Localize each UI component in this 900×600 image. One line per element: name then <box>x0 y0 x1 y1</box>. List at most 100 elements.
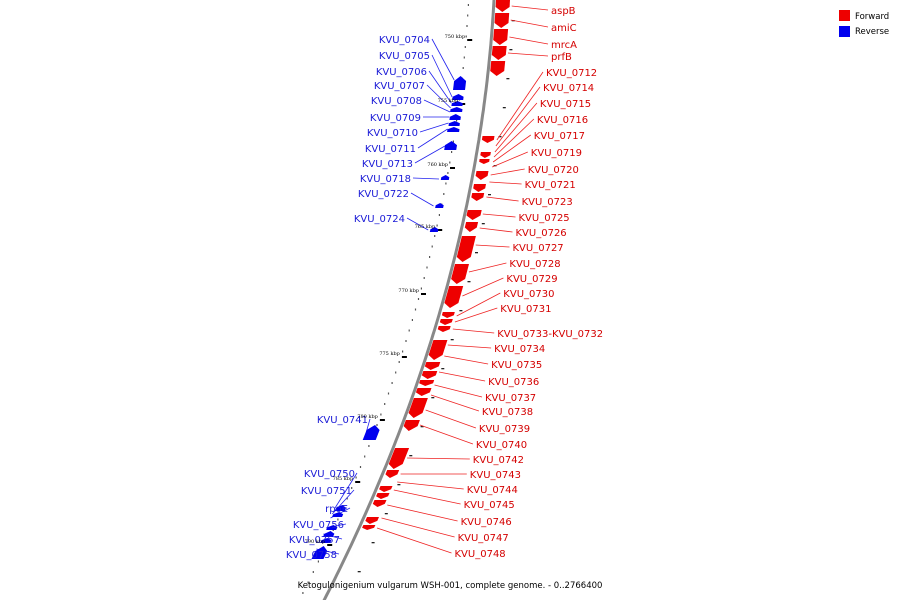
forward-gene-label[interactable]: KVU_0729 <box>506 274 557 285</box>
forward-gene-label[interactable]: KVU_0747 <box>458 533 509 544</box>
forward-gene-arrow[interactable] <box>473 184 486 192</box>
reverse-gene-arrow[interactable] <box>362 425 380 440</box>
forward-gene-label[interactable]: KVU_0734 <box>494 344 545 355</box>
forward-gene-label[interactable]: KVU_0740 <box>476 440 527 451</box>
forward-gene-label[interactable]: KVU_0725 <box>519 213 570 224</box>
forward-gene-arrow[interactable] <box>379 486 393 492</box>
forward-gene-arrow[interactable] <box>466 210 482 220</box>
reverse-gene-arrow[interactable] <box>451 101 463 106</box>
reverse-gene-label[interactable]: rpoE <box>325 504 348 515</box>
reverse-gene-arrow[interactable] <box>322 531 335 537</box>
reverse-gene-arrow[interactable] <box>448 121 460 126</box>
forward-gene-arrow[interactable] <box>490 61 506 76</box>
forward-gene-label[interactable]: KVU_0742 <box>473 455 524 466</box>
forward-gene-arrow[interactable] <box>495 0 510 12</box>
forward-gene-arrow[interactable] <box>464 222 479 232</box>
forward-gene-label[interactable]: KVU_0720 <box>528 165 579 176</box>
reverse-gene-label[interactable]: KVU_0718 <box>360 174 411 185</box>
forward-gene-arrow[interactable] <box>419 380 435 386</box>
reverse-gene-arrow[interactable] <box>450 107 463 112</box>
forward-gene-arrow[interactable] <box>444 286 464 308</box>
forward-gene-label[interactable]: KVU_0744 <box>467 485 518 496</box>
forward-gene-label[interactable]: KVU_0735 <box>491 360 542 371</box>
reverse-gene-label[interactable]: KVU_0708 <box>371 96 422 107</box>
forward-gene-label[interactable]: KVU_0723 <box>522 197 573 208</box>
forward-gene-label[interactable]: KVU_0716 <box>537 115 588 126</box>
forward-gene-arrow[interactable] <box>493 29 509 45</box>
forward-gene-arrow[interactable] <box>365 517 379 524</box>
reverse-gene-label[interactable]: KVU_0750 <box>304 469 355 480</box>
reverse-gene-arrow[interactable] <box>435 203 444 208</box>
forward-gene-arrow[interactable] <box>428 340 448 360</box>
forward-gene-label[interactable]: KVU_0737 <box>485 393 536 404</box>
forward-gene-arrow[interactable] <box>441 312 455 318</box>
forward-gene-arrow[interactable] <box>479 159 490 164</box>
forward-gene-label[interactable]: KVU_0730 <box>503 289 554 300</box>
reverse-gene-arrow[interactable] <box>444 141 457 150</box>
reverse-gene-label[interactable]: KVU_0713 <box>362 159 413 170</box>
forward-gene-label[interactable]: KVU_0745 <box>464 500 515 511</box>
forward-gene-arrow[interactable] <box>475 171 489 180</box>
forward-gene-arrow[interactable] <box>494 13 510 28</box>
forward-gene-arrow[interactable] <box>408 398 428 418</box>
reverse-gene-arrow[interactable] <box>447 127 460 132</box>
reverse-gene-label[interactable]: KVU_0724 <box>354 214 405 225</box>
forward-gene-label[interactable]: KVU_0728 <box>509 259 560 270</box>
reverse-gene-label[interactable]: KVU_0741 <box>317 415 368 426</box>
forward-gene-label[interactable]: KVU_0731 <box>500 304 551 315</box>
reverse-gene-arrow[interactable] <box>332 512 344 517</box>
forward-gene-label[interactable]: KVU_0712 <box>546 68 597 79</box>
forward-gene-label[interactable]: KVU_0746 <box>461 517 512 528</box>
forward-gene-arrow[interactable] <box>362 525 376 530</box>
forward-gene-arrow[interactable] <box>437 326 451 332</box>
reverse-gene-arrow[interactable] <box>453 76 467 90</box>
reverse-gene-arrow[interactable] <box>311 546 328 559</box>
reverse-gene-arrow[interactable] <box>429 227 439 232</box>
forward-gene-label[interactable]: KVU_0736 <box>488 377 539 388</box>
forward-gene-label[interactable]: prfB <box>551 52 572 63</box>
reverse-gene-label[interactable]: KVU_0722 <box>358 189 409 200</box>
reverse-gene-label[interactable]: KVU_0751 <box>301 486 352 497</box>
forward-gene-arrow[interactable] <box>403 420 420 431</box>
forward-gene-arrow[interactable] <box>439 319 453 325</box>
forward-gene-arrow[interactable] <box>372 500 387 507</box>
forward-gene-label[interactable]: mrcA <box>551 40 577 51</box>
forward-gene-arrow[interactable] <box>388 448 410 469</box>
forward-gene-label[interactable]: amiC <box>551 23 577 34</box>
reverse-gene-label[interactable]: KVU_0758 <box>286 550 337 561</box>
reverse-gene-label[interactable]: KVU_0706 <box>376 67 427 78</box>
forward-gene-label[interactable]: aspB <box>551 6 576 17</box>
forward-gene-arrow[interactable] <box>481 136 495 143</box>
reverse-gene-label[interactable]: KVU_0707 <box>374 81 425 92</box>
forward-gene-arrow[interactable] <box>385 470 400 478</box>
forward-gene-label[interactable]: KVU_0738 <box>482 407 533 418</box>
forward-gene-arrow[interactable] <box>456 236 476 262</box>
forward-gene-label[interactable]: KVU_0733-KVU_0732 <box>497 329 603 340</box>
reverse-gene-label[interactable]: KVU_0704 <box>379 35 430 46</box>
forward-gene-arrow[interactable] <box>415 388 432 396</box>
forward-gene-label[interactable]: KVU_0739 <box>479 424 530 435</box>
reverse-gene-arrow[interactable] <box>452 94 464 100</box>
reverse-gene-arrow[interactable] <box>449 114 461 120</box>
forward-gene-label[interactable]: KVU_0717 <box>534 131 585 142</box>
forward-gene-label[interactable]: KVU_0727 <box>513 243 564 254</box>
reverse-gene-arrow[interactable] <box>334 505 347 511</box>
reverse-gene-arrow[interactable] <box>440 175 450 180</box>
forward-gene-arrow[interactable] <box>421 371 438 379</box>
forward-gene-label[interactable]: KVU_0748 <box>455 549 506 560</box>
forward-gene-arrow[interactable] <box>424 362 441 370</box>
forward-gene-label[interactable]: KVU_0719 <box>531 148 582 159</box>
reverse-gene-label[interactable]: KVU_0711 <box>365 144 416 155</box>
reverse-gene-label[interactable]: KVU_0756 <box>293 520 344 531</box>
forward-gene-arrow[interactable] <box>471 193 485 201</box>
forward-gene-label[interactable]: KVU_0714 <box>543 83 594 94</box>
forward-gene-label[interactable]: KVU_0721 <box>525 180 576 191</box>
forward-gene-arrow[interactable] <box>480 152 491 158</box>
reverse-gene-arrow[interactable] <box>326 525 338 530</box>
reverse-gene-label[interactable]: KVU_0705 <box>379 51 430 62</box>
reverse-gene-label[interactable]: KVU_0710 <box>367 128 418 139</box>
reverse-gene-label[interactable]: KVU_0709 <box>370 113 421 124</box>
forward-gene-arrow[interactable] <box>376 493 390 499</box>
forward-gene-label[interactable]: KVU_0743 <box>470 470 521 481</box>
forward-gene-label[interactable]: KVU_0726 <box>516 228 567 239</box>
